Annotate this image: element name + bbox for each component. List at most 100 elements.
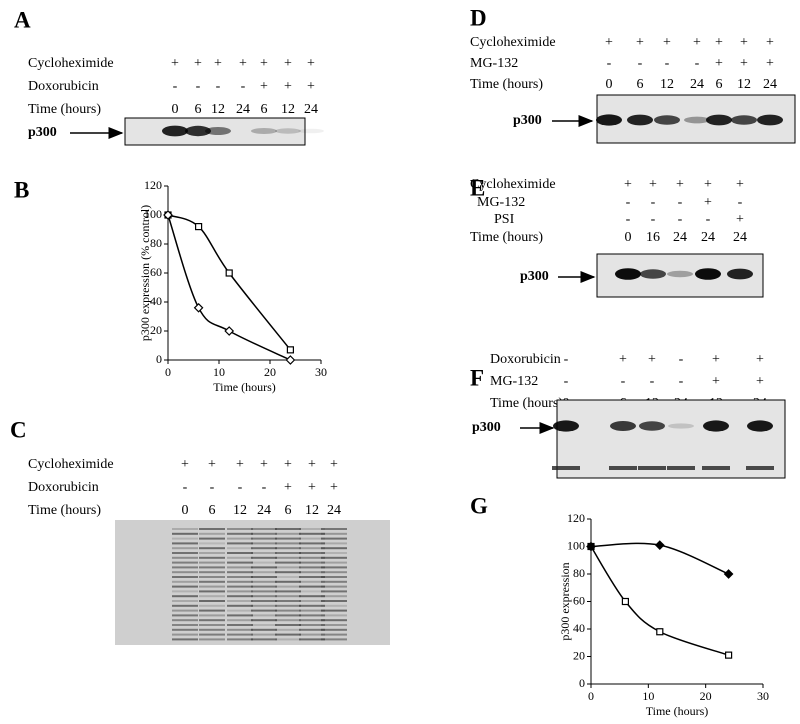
gel-band xyxy=(199,595,225,598)
gel-band xyxy=(275,633,301,636)
lane-mark: + xyxy=(308,480,316,495)
gel-band xyxy=(251,561,277,564)
lane-mark: + xyxy=(756,352,764,367)
gel-band xyxy=(275,609,301,612)
data-point xyxy=(654,540,665,550)
gel-band xyxy=(227,547,253,550)
lane-mark: - xyxy=(679,374,684,389)
gel-band xyxy=(321,609,347,612)
gel-band xyxy=(731,115,757,125)
gel-band xyxy=(227,595,253,598)
data-point xyxy=(195,223,203,231)
gel-band xyxy=(299,638,325,641)
gel-band xyxy=(199,561,225,564)
gel-band xyxy=(299,532,325,535)
lane-mark: - xyxy=(651,195,656,210)
gel-band xyxy=(251,619,277,622)
gel-band xyxy=(321,638,347,641)
lane-mark: 24 xyxy=(763,77,777,92)
gel-band xyxy=(199,609,225,612)
gel-band xyxy=(275,566,301,569)
lane-mark: 24 xyxy=(673,230,687,245)
lane-mark: + xyxy=(236,457,244,472)
panel-label: C xyxy=(10,417,27,442)
lane-mark: 16 xyxy=(646,230,660,245)
gel-band xyxy=(609,466,637,470)
lane-mark: + xyxy=(712,352,720,367)
gel-band xyxy=(299,628,325,631)
gel xyxy=(556,399,786,479)
gel-band xyxy=(199,528,225,530)
x-tick-label: 30 xyxy=(757,689,769,703)
gel-band xyxy=(615,268,641,280)
gel-band xyxy=(299,614,325,617)
data-point xyxy=(193,302,204,313)
lane-mark: + xyxy=(330,457,338,472)
y-tick-label: 120 xyxy=(567,511,585,525)
lane-mark: 12 xyxy=(211,102,225,117)
gel-band xyxy=(251,614,277,617)
lane-mark: + xyxy=(214,56,222,71)
gel-band xyxy=(199,633,225,636)
lane-mark: + xyxy=(736,212,744,227)
series-line xyxy=(590,546,729,656)
gel-band xyxy=(321,528,347,530)
gel-band xyxy=(321,537,347,540)
gel-band xyxy=(251,624,277,626)
gel-band xyxy=(227,619,253,622)
gel-band xyxy=(251,638,277,641)
gel-band xyxy=(321,542,347,545)
gel-band xyxy=(321,585,347,588)
lane-mark: + xyxy=(284,457,292,472)
y-tick-label: 120 xyxy=(144,178,162,192)
gel-band xyxy=(251,595,277,598)
gel-band xyxy=(275,624,301,626)
gel-band xyxy=(227,556,253,559)
gel-band xyxy=(227,609,253,612)
lane-mark: - xyxy=(638,56,643,71)
lane-mark: - xyxy=(626,195,631,210)
gel-band xyxy=(199,604,225,607)
gel-band xyxy=(706,114,732,126)
lane-mark: + xyxy=(693,35,701,50)
gel-band xyxy=(702,466,730,470)
gel-band xyxy=(199,552,225,554)
lane-mark: - xyxy=(210,480,215,495)
gel-band xyxy=(299,552,325,554)
lane-mark: + xyxy=(307,56,315,71)
row-label: Time (hours) xyxy=(28,503,101,518)
gel-band xyxy=(321,628,347,631)
lane-mark: - xyxy=(216,79,221,94)
lane-mark: + xyxy=(260,56,268,71)
gel-band xyxy=(172,571,198,574)
x-tick-label: 20 xyxy=(264,365,276,379)
gel-band xyxy=(321,604,347,607)
gel-band xyxy=(172,604,198,607)
gel-band xyxy=(172,537,198,540)
gel-band xyxy=(227,604,253,607)
gel-band xyxy=(552,466,580,470)
lane-mark: + xyxy=(756,374,764,389)
y-tick-label: 0 xyxy=(579,676,585,690)
lane-mark: + xyxy=(704,195,712,210)
series-line xyxy=(167,214,291,351)
gel-band xyxy=(321,576,347,578)
lane-mark: - xyxy=(564,374,569,389)
lane-mark: - xyxy=(695,56,700,71)
lane-mark: + xyxy=(766,35,774,50)
x-axis-label: Time (hours) xyxy=(213,380,276,394)
series-line xyxy=(167,214,291,361)
gel-band xyxy=(199,580,225,583)
lane-mark: + xyxy=(736,177,744,192)
lane-mark: 24 xyxy=(257,503,271,518)
gel-band xyxy=(227,566,253,569)
gel-band xyxy=(321,600,347,602)
row-label: Time (hours) xyxy=(490,396,563,411)
gel-band xyxy=(321,561,347,564)
gel-band xyxy=(596,114,622,126)
lane-mark: 6 xyxy=(716,77,723,92)
gel-band xyxy=(727,268,753,280)
row-label: Time (hours) xyxy=(470,230,543,245)
gel-band xyxy=(199,571,225,574)
gel-band xyxy=(227,600,253,602)
